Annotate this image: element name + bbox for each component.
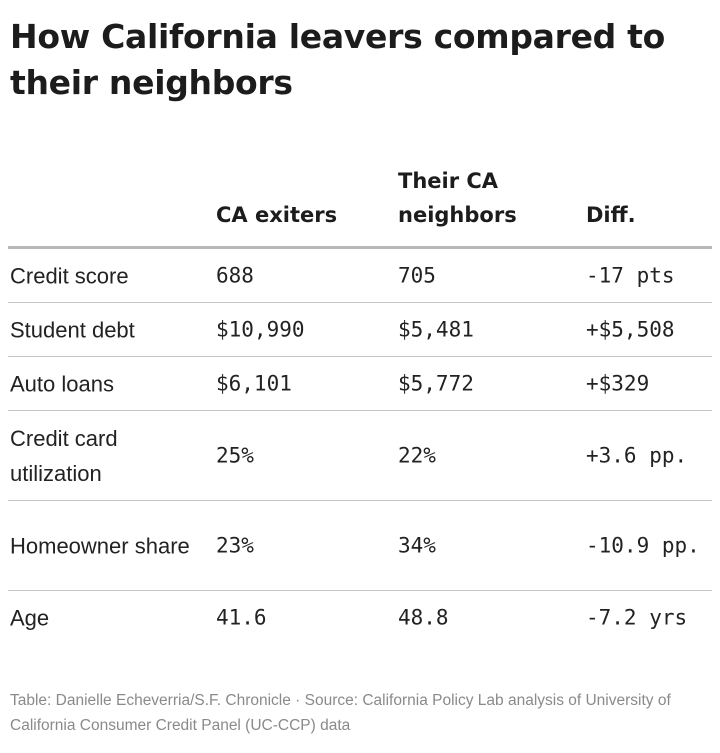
table-row: Auto loans $6,101 $5,772 +$329 (8, 357, 712, 411)
cell-ca-exiters: 688 (216, 263, 254, 287)
cell-ca-neighbors: 48.8 (398, 605, 449, 629)
cell-ca-neighbors: $5,772 (398, 371, 474, 395)
cell-ca-exiters: 41.6 (216, 605, 267, 629)
cell-ca-exiters: 23% (216, 533, 254, 557)
comparison-table: CA exiters Their CA neighbors Diff. Cred… (8, 160, 712, 644)
cell-ca-neighbors: $5,481 (398, 317, 474, 341)
row-label: Age (10, 605, 50, 630)
row-label: Auto loans (10, 371, 114, 396)
cell-diff: +$329 (586, 371, 650, 395)
cell-diff: -17 pts (586, 263, 675, 287)
cell-ca-neighbors: 34% (398, 533, 436, 557)
column-header-diff: Diff. (586, 203, 636, 227)
table-row: Credit card utilization 25% 22% +3.6 pp. (8, 411, 712, 501)
source-credit: Table: Danielle Echeverria/S.F. Chronicl… (10, 692, 671, 734)
table-row: Age 41.6 48.8 -7.2 yrs (8, 591, 712, 644)
cell-ca-exiters: 25% (216, 443, 254, 467)
column-header-ca-neighbors: Their CA neighbors (398, 169, 517, 227)
table-row: Student debt $10,990 $5,481 +$5,508 (8, 303, 712, 357)
cell-ca-neighbors: 705 (398, 263, 436, 287)
row-label: Student debt (10, 317, 135, 342)
cell-ca-exiters: $6,101 (216, 371, 292, 395)
column-header-ca-exiters: CA exiters (216, 203, 338, 227)
cell-ca-exiters: $10,990 (216, 317, 305, 341)
row-label: Homeowner share (10, 533, 190, 558)
row-label: Credit score (10, 263, 129, 288)
cell-diff: -7.2 yrs (586, 605, 688, 629)
chart-title: How California leavers compared to their… (10, 17, 666, 102)
table-row: Credit score 688 705 -17 pts (8, 249, 712, 303)
cell-diff: +$5,508 (586, 317, 675, 341)
cell-diff: +3.6 pp. (586, 443, 688, 467)
row-label: Credit card utilization (10, 425, 118, 486)
cell-diff: -10.9 pp. (586, 533, 700, 557)
table-header-row: CA exiters Their CA neighbors Diff. (8, 160, 712, 249)
table-row: Homeowner share 23% 34% -10.9 pp. (8, 501, 712, 591)
cell-ca-neighbors: 22% (398, 443, 436, 467)
